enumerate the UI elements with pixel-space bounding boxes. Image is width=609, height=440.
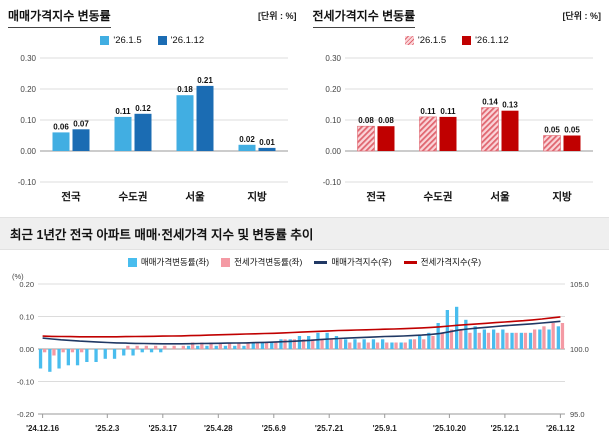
trend-title-band: 최근 1년간 전국 아파트 매매·전세가격 지수 및 변동률 추이 xyxy=(0,217,609,250)
svg-text:0.20: 0.20 xyxy=(19,280,34,289)
svg-text:0.30: 0.30 xyxy=(325,54,341,63)
svg-text:-0.20: -0.20 xyxy=(17,410,34,419)
svg-text:-0.10: -0.10 xyxy=(17,378,34,387)
svg-text:0.18: 0.18 xyxy=(177,85,193,94)
svg-text:0.11: 0.11 xyxy=(440,107,456,116)
svg-text:0.20: 0.20 xyxy=(325,85,341,94)
svg-text:서울: 서울 xyxy=(186,190,206,203)
jeonse-legend-week2-label: '26.1.12 xyxy=(475,35,509,46)
sale-week1-swatch xyxy=(100,36,110,45)
svg-text:'25.7.21: '25.7.21 xyxy=(315,424,344,433)
sale-panel-unit: [단위 : %] xyxy=(257,11,297,21)
svg-text:0.05: 0.05 xyxy=(564,126,580,135)
trend-combo-chart: 0.20 0.10 0.00 -0.10 -0.20 105.0 100.0 95.0 (%) '… xyxy=(8,270,601,440)
combo-chart-svg: 0.20 0.10 0.00 -0.10 -0.20 105.0 100.0 95.0 (%) '… xyxy=(12,272,589,433)
sale-legend-week2-label: '26.1.12 xyxy=(170,35,205,46)
jeonse-legend-week1: '26.1.5 xyxy=(404,35,447,46)
svg-text:0.02: 0.02 xyxy=(239,135,255,144)
sale-panel-legend: '26.1.5 '26.1.12 xyxy=(8,35,297,46)
trend-jeonse-line-swatch xyxy=(403,260,417,264)
svg-text:0.01: 0.01 xyxy=(259,138,275,147)
svg-text:0.00: 0.00 xyxy=(21,147,37,156)
trend-legend-jeonse-line-label: 전세가격지수(우) xyxy=(420,257,482,267)
trend-legend: 매매가격변동률(좌) 전세가격변동률(좌) 매매가격지수(우) 전세가격지수(우… xyxy=(8,256,601,268)
svg-text:'24.12.16: '24.12.16 xyxy=(26,424,60,433)
bar-chart-svg: 0.30 0.20 0.10 0.00 -0.10 0.06 0.07 전국 0.11 0.12 수… xyxy=(18,54,289,203)
jeonse-legend-week2: '26.1.12 xyxy=(462,35,509,46)
svg-text:100.0: 100.0 xyxy=(570,345,589,354)
jeonse-week2-swatch xyxy=(462,36,472,45)
svg-text:'25.3.17: '25.3.17 xyxy=(149,424,178,433)
jeonse-legend-week1-label: '26.1.5 xyxy=(417,35,447,46)
jeonse-panel-header: 전세가격지수 변동률 [단위 : %] xyxy=(312,7,601,28)
svg-text:'25.2.3: '25.2.3 xyxy=(95,424,120,433)
svg-text:'25.10.20: '25.10.20 xyxy=(433,424,467,433)
svg-text:0.07: 0.07 xyxy=(73,119,89,128)
weekly-charts-row: 매매가격지수 변동률 [단위 : %] '26.1.5 '26.1.12 0.3… xyxy=(8,4,601,208)
svg-text:0.30: 0.30 xyxy=(21,54,37,63)
sale-panel-title: 매매가격지수 변동률 xyxy=(8,7,111,28)
trend-legend-jeonse-bar-label: 전세가격변동률(좌) xyxy=(234,257,303,267)
jeonse-change-panel: 전세가격지수 변동률 [단위 : %] '26.1.5 '26.1.12 0.3… xyxy=(312,4,602,208)
sale-bar-chart: 0.30 0.20 0.10 0.00 -0.10 0.06 0.07 전국 0.11 0.12 수… xyxy=(8,48,297,208)
svg-text:지방: 지방 xyxy=(552,190,572,203)
svg-text:전국: 전국 xyxy=(62,190,82,203)
svg-text:0.05: 0.05 xyxy=(544,126,560,135)
svg-text:수도권: 수도권 xyxy=(119,191,148,203)
trend-legend-sale-bar-label: 매매가격변동률(좌) xyxy=(140,257,210,267)
svg-text:0.13: 0.13 xyxy=(502,101,518,110)
trend-legend-sale-bar: 매매가격변동률(좌) xyxy=(127,256,210,268)
svg-text:수도권: 수도권 xyxy=(423,191,452,203)
svg-text:'25.6.9: '25.6.9 xyxy=(262,424,287,433)
svg-text:0.14: 0.14 xyxy=(482,98,498,107)
svg-text:0.10: 0.10 xyxy=(19,313,34,322)
trend-title: 최근 1년간 전국 아파트 매매·전세가격 지수 및 변동률 추이 xyxy=(10,228,314,242)
svg-text:0.21: 0.21 xyxy=(197,76,213,85)
sale-legend-week1-label: '26.1.5 xyxy=(113,35,142,46)
trend-legend-jeonse-line: 전세가격지수(우) xyxy=(403,256,482,268)
svg-text:0.10: 0.10 xyxy=(325,116,341,125)
trend-legend-sale-line-label: 매매가격지수(우) xyxy=(331,257,392,267)
jeonse-week1-swatch xyxy=(404,36,414,45)
svg-text:'25.9.1: '25.9.1 xyxy=(373,424,398,433)
svg-text:0.00: 0.00 xyxy=(19,345,34,354)
svg-text:(%): (%) xyxy=(12,272,24,281)
sale-week2-swatch xyxy=(157,36,167,45)
svg-text:전국: 전국 xyxy=(366,190,386,203)
svg-text:0.08: 0.08 xyxy=(358,116,374,125)
jeonse-panel-legend: '26.1.5 '26.1.12 xyxy=(313,35,602,46)
svg-text:0.11: 0.11 xyxy=(420,107,436,116)
trend-legend-jeonse-bar: 전세가격변동률(좌) xyxy=(221,256,302,268)
svg-text:0.10: 0.10 xyxy=(21,116,37,125)
svg-text:'25.12.1: '25.12.1 xyxy=(491,424,520,433)
svg-text:105.0: 105.0 xyxy=(570,280,589,289)
trend-sale-bar-swatch xyxy=(127,257,137,267)
trend-jeonse-bar-swatch xyxy=(221,257,231,267)
svg-text:-0.10: -0.10 xyxy=(323,178,342,187)
jeonse-bar-chart: 0.30 0.20 0.10 0.00 -0.10 0.08 0.08 전국 0.11 0.11 수… xyxy=(313,48,602,208)
jeonse-panel-unit: [단위 : %] xyxy=(562,11,601,21)
svg-text:0.00: 0.00 xyxy=(325,147,341,156)
bar-chart-svg: 0.30 0.20 0.10 0.00 -0.10 0.08 0.08 전국 0.11 0.11 수… xyxy=(323,54,593,203)
svg-text:95.0: 95.0 xyxy=(570,410,585,419)
svg-text:0.12: 0.12 xyxy=(135,104,151,113)
trend-sale-line-swatch xyxy=(314,260,328,264)
sale-legend-week1: '26.1.5 xyxy=(100,35,142,46)
svg-text:0.11: 0.11 xyxy=(116,107,132,116)
svg-text:'25.4.28: '25.4.28 xyxy=(204,424,233,433)
jeonse-panel-title: 전세가격지수 변동률 xyxy=(312,7,416,28)
svg-text:0.20: 0.20 xyxy=(21,85,37,94)
svg-text:0.06: 0.06 xyxy=(53,122,69,131)
svg-text:'26.1.12: '26.1.12 xyxy=(546,424,575,433)
sale-legend-week2: '26.1.12 xyxy=(157,35,205,46)
svg-text:0.08: 0.08 xyxy=(378,116,394,125)
trend-section: 최근 1년간 전국 아파트 매매·전세가격 지수 및 변동률 추이 매매가격변동… xyxy=(0,217,609,440)
trend-legend-sale-line: 매매가격지수(우) xyxy=(314,256,392,268)
sale-change-panel: 매매가격지수 변동률 [단위 : %] '26.1.5 '26.1.12 0.3… xyxy=(8,4,297,208)
sale-panel-header: 매매가격지수 변동률 [단위 : %] xyxy=(8,7,297,28)
svg-text:서울: 서울 xyxy=(490,190,510,203)
svg-text:지방: 지방 xyxy=(248,190,268,203)
svg-text:-0.10: -0.10 xyxy=(18,178,37,187)
